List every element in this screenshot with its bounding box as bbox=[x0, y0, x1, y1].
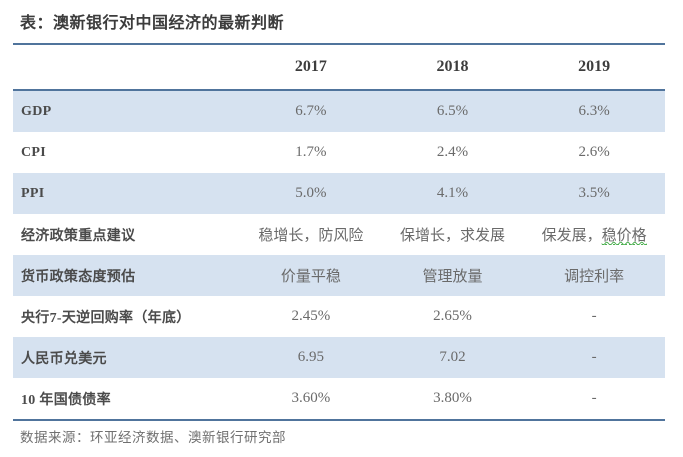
gdp-2017-value: 6.7% bbox=[295, 103, 327, 119]
gdp-2019-value: 6.3% bbox=[578, 103, 610, 119]
monetary-policy-2019-value: 调控利率 bbox=[564, 269, 625, 285]
economic-policy-2018-value: 保增长，求发展 bbox=[399, 228, 505, 244]
column-header-2017: 2017 bbox=[294, 58, 327, 75]
rmb-usd-2019-value: - bbox=[591, 349, 597, 365]
row-label-ppi: PPI bbox=[21, 185, 45, 201]
table-row-gdp: GDP 6.7% 6.5% 6.3% bbox=[13, 91, 665, 132]
table-row-monetary-policy: 货币政策态度预估 价量平稳 管理放量 调控利率 bbox=[13, 255, 665, 296]
data-source-note: 数据来源：环亚经济数据、澳新银行研究部 bbox=[20, 430, 286, 445]
gdp-2018-value: 6.5% bbox=[436, 103, 469, 119]
cpi-2017-value: 1.7% bbox=[295, 144, 327, 160]
row-label-economic-policy: 经济政策重点建议 bbox=[21, 228, 136, 244]
reverse-repo-2017-value: 2.45% bbox=[291, 308, 331, 324]
reverse-repo-2019-value: - bbox=[591, 308, 597, 324]
table-row-economic-policy: 经济政策重点建议 稳增长，防风险 保增长，求发展 保发展，稳价格 bbox=[13, 214, 665, 255]
ppi-2017-value: 5.0% bbox=[295, 185, 327, 201]
row-label-rmb-usd: 人民币兑美元 bbox=[21, 351, 107, 367]
monetary-policy-2017-value: 价量平稳 bbox=[280, 269, 341, 285]
table-row-rmb-usd: 人民币兑美元 6.95 7.02 - bbox=[13, 337, 665, 378]
table-row-ppi: PPI 5.0% 4.1% 3.5% bbox=[13, 173, 665, 214]
ppi-2019-value: 3.5% bbox=[578, 185, 610, 201]
ppi-2018-value: 4.1% bbox=[436, 185, 469, 201]
row-label-cpi: CPI bbox=[21, 144, 47, 160]
column-header-2018: 2018 bbox=[436, 58, 469, 75]
rmb-usd-2018-value: 7.02 bbox=[439, 349, 466, 365]
table-row-reverse-repo-rate: 央行7-天逆回购率（年底） 2.45% 2.65% - bbox=[13, 296, 665, 337]
table-row-treasury-rate: 10 年国债债率 3.60% 3.80% - bbox=[13, 378, 665, 419]
economy-forecast-table: 2017 2018 2019 GDP 6.7% 6.5% 6.3% CPI 1.… bbox=[13, 43, 665, 421]
cpi-2018-value: 2.4% bbox=[436, 144, 469, 160]
row-label-reverse-repo-rate: 央行7-天逆回购率（年底） bbox=[21, 310, 191, 326]
treasury-2019-value: - bbox=[591, 390, 597, 406]
row-label-treasury-rate: 10 年国债债率 bbox=[21, 392, 111, 408]
cpi-2019-value: 2.6% bbox=[578, 144, 610, 160]
economic-policy-2017-value: 稳增长，防风险 bbox=[258, 228, 364, 244]
spellcheck-marked-text: 稳价格 bbox=[601, 228, 647, 245]
row-label-gdp: GDP bbox=[21, 103, 52, 119]
treasury-2018-value: 3.80% bbox=[433, 390, 472, 406]
monetary-policy-2018-value: 管理放量 bbox=[422, 269, 483, 285]
treasury-2017-value: 3.60% bbox=[291, 390, 331, 406]
column-header-2019: 2019 bbox=[578, 58, 611, 75]
table-title: 表：澳新银行对中国经济的最新判断 bbox=[20, 15, 285, 32]
rmb-usd-2017-value: 6.95 bbox=[297, 349, 324, 365]
economic-policy-2019-value: 保发展，稳价格 bbox=[541, 228, 647, 245]
table-header-row: 2017 2018 2019 bbox=[13, 45, 665, 91]
table-row-cpi: CPI 1.7% 2.4% 2.6% bbox=[13, 132, 665, 173]
reverse-repo-2018-value: 2.65% bbox=[433, 308, 472, 324]
row-label-monetary-policy: 货币政策态度预估 bbox=[21, 269, 136, 285]
